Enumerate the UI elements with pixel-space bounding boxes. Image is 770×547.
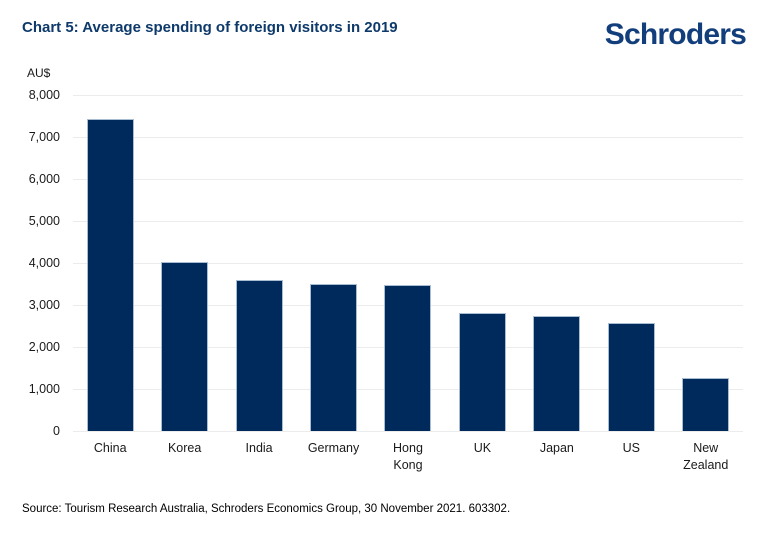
gridline-4000 (73, 262, 743, 264)
plot-area (73, 94, 743, 432)
bar-slot-korea (147, 95, 221, 431)
x-tick-india: India (245, 441, 273, 455)
bar-us (607, 323, 655, 431)
x-tick-germany: Germany (307, 441, 360, 455)
x-tick-hong-kong: Hong Kong (393, 441, 423, 472)
y-tick-8000: 8,000 (28, 88, 60, 102)
bar-korea (161, 262, 209, 431)
y-axis-tick-labels: 0 1,000 2,000 3,000 4,000 5,000 6,000 7,000 8,00… (0, 88, 60, 438)
y-tick-0: 0 (53, 424, 60, 438)
x-tick-china: China (93, 441, 127, 455)
y-tick-4000: 4,000 (28, 256, 60, 270)
x-tick-uk: UK (473, 441, 492, 455)
y-tick-2000: 2,000 (28, 340, 60, 354)
gridline-5000 (73, 220, 743, 222)
x-tick-us: US (622, 441, 640, 455)
x-axis-category-labels: China Korea India Germany Hong Kong UK Japan US… (73, 440, 743, 474)
y-tick-3000: 3,000 (28, 298, 60, 312)
x-tick-japan: Japan (539, 441, 574, 455)
bar-series (73, 95, 743, 431)
bar-germany (310, 284, 358, 431)
gridline-7000 (73, 136, 743, 138)
gridline-6000 (73, 178, 743, 180)
bar-slot-germany (296, 95, 370, 431)
bar-uk (458, 313, 506, 431)
x-tick-new-zealand: New Zealand (683, 441, 729, 472)
bar-hong-kong (384, 285, 432, 431)
gridline-0 (73, 430, 743, 432)
bar-japan (533, 316, 581, 431)
source-note: Source: Tourism Research Australia, Schr… (22, 503, 511, 515)
y-tick-7000: 7,000 (28, 130, 60, 144)
bar-new-zealand (682, 378, 730, 431)
x-tick-korea: Korea (167, 441, 202, 455)
bar-slot-us (594, 95, 668, 431)
y-tick-5000: 5,000 (28, 214, 60, 228)
bar-slot-uk (445, 95, 519, 431)
bar-china (86, 119, 134, 431)
bar-india (235, 280, 283, 431)
bar-slot-india (222, 95, 296, 431)
bar-slot-china (73, 95, 147, 431)
y-axis-unit-label: AU$ (27, 66, 51, 80)
y-tick-6000: 6,000 (28, 172, 60, 186)
y-tick-1000: 1,000 (28, 382, 60, 396)
bar-slot-japan (520, 95, 594, 431)
schroders-logo: Schroders (604, 18, 747, 51)
chart-title: Chart 5: Average spending of foreign vis… (22, 19, 398, 36)
gridline-8000 (73, 94, 743, 96)
bar-slot-new-zealand (669, 95, 743, 431)
bar-slot-hong-kong (371, 95, 445, 431)
